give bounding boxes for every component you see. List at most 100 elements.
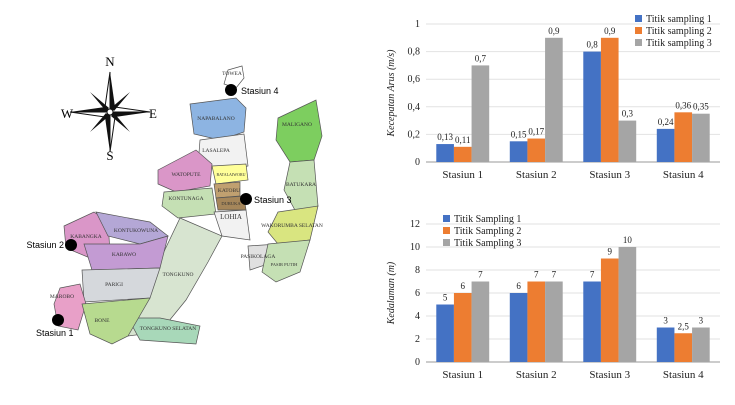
bar xyxy=(509,293,528,362)
label-wakorumba-selatan: WAKORUMBA SELATAN xyxy=(261,223,323,229)
y-tick-label: 10 xyxy=(410,242,420,253)
legend-label: Titik Sampling 2 xyxy=(454,226,521,237)
bar xyxy=(527,138,546,162)
y-tick-label: 2 xyxy=(415,334,420,345)
chart-current-speed: 0 0,2 0,4 0,6 0,8 1 Kecepatan Arus (m/s) 0,13 0,… xyxy=(380,0,735,200)
x-tick-label: Stasiun 1 xyxy=(442,369,483,381)
label-pasir-putih: PASIR PUTIH xyxy=(271,262,298,267)
bar xyxy=(471,65,490,162)
compass-north-label: N xyxy=(105,54,115,69)
y-tick-label: 0,8 xyxy=(408,47,421,58)
region-kabawo xyxy=(83,235,169,271)
data-label: 3 xyxy=(663,316,668,326)
data-label: 7 xyxy=(590,270,595,280)
legend-label: Titik Sampling 1 xyxy=(454,214,521,225)
y-tick-label: 1 xyxy=(415,19,420,30)
region-maligano xyxy=(275,99,323,163)
x-tick-label: Stasiun 4 xyxy=(663,369,704,381)
data-label: 7 xyxy=(552,270,557,280)
data-label: 0,24 xyxy=(658,117,674,127)
region-lohia xyxy=(213,209,251,241)
buton-island xyxy=(247,99,323,283)
y-axis-label: Kedalaman (m) xyxy=(386,261,397,325)
y-tick-label: 0 xyxy=(415,157,420,168)
bar xyxy=(618,247,637,362)
bar xyxy=(656,128,675,162)
label-lohia: LOHIA xyxy=(220,213,242,221)
y-tick-label: 6 xyxy=(415,288,420,299)
data-label: 7 xyxy=(478,270,483,280)
data-label: 3 xyxy=(699,316,704,326)
map-panel: N E S W TOWEA NAPABALANO LASALEPA WATOPU… xyxy=(26,54,323,345)
region-labels: TOWEA NAPABALANO LASALEPA WATOPUTE BATAL… xyxy=(50,71,323,332)
legend-label: Titik sampling 2 xyxy=(646,26,712,37)
label-pasikolaga: PASIKOLAGA xyxy=(241,254,276,260)
chart-depth: 0 2 4 6 8 10 12 Kedalaman (m) 5 6 7 Stasiun 1 6 7 7 Sta… xyxy=(380,200,735,400)
data-label: 0,17 xyxy=(528,127,544,137)
bar xyxy=(527,281,546,362)
region-watopute xyxy=(157,149,213,193)
x-tick-label: Stasiun 2 xyxy=(516,369,557,381)
x-tick-label: Stasiun 4 xyxy=(663,169,704,181)
bar xyxy=(436,144,454,162)
region-pasir-putih xyxy=(261,239,311,283)
x-tick-label: Stasiun 3 xyxy=(589,169,630,181)
label-bone: BONE xyxy=(95,318,111,324)
data-label: 5 xyxy=(443,293,448,303)
bar xyxy=(453,293,472,362)
y-tick-label: 0,4 xyxy=(408,102,421,113)
legend-swatch xyxy=(443,239,450,246)
data-label: 9 xyxy=(608,247,613,257)
label-parigi: PARIGI xyxy=(105,282,123,288)
label-kabangka: KABANGKA xyxy=(70,234,102,240)
x-tick-label: Stasiun 3 xyxy=(589,369,630,381)
bar xyxy=(618,120,637,162)
bar xyxy=(583,281,601,362)
label-tongkuno-selatan: TONGKUNO SELATAN xyxy=(140,326,196,332)
x-tick-label: Stasiun 2 xyxy=(516,169,557,181)
region-batalaiworu xyxy=(211,163,249,185)
y-tick-label: 8 xyxy=(415,265,420,276)
y-tick-label: 0 xyxy=(415,357,420,368)
legend-swatch xyxy=(635,39,642,46)
bar xyxy=(509,141,528,162)
chart-depth-svg: 0 2 4 6 8 10 12 Kedalaman (m) 5 6 7 Stasiun 1 6 7 7 Sta… xyxy=(386,214,720,381)
label-marobo: MAROBO xyxy=(50,294,74,300)
y-tick-label: 4 xyxy=(415,311,420,322)
legend-swatch xyxy=(635,15,642,22)
station-2-marker xyxy=(65,239,77,251)
legend-label: Titik sampling 1 xyxy=(646,14,712,25)
bar xyxy=(545,37,563,162)
y-tick-label: 0,2 xyxy=(408,129,421,140)
label-kontunaga: KONTUNAGA xyxy=(168,196,203,202)
label-duruka: DURUKA xyxy=(221,201,241,206)
station-1-label: Stasiun 1 xyxy=(36,328,74,338)
bar xyxy=(674,112,693,162)
data-label: 0,3 xyxy=(622,109,634,119)
compass-west-label: W xyxy=(61,106,74,121)
region-tongkuno-selatan xyxy=(127,317,201,345)
compass-rose-icon xyxy=(69,71,151,153)
data-label: 6 xyxy=(516,281,521,291)
data-label: 0,13 xyxy=(437,132,453,142)
legend-swatch xyxy=(635,27,642,34)
data-label: 0,35 xyxy=(693,102,709,112)
station-3-label: Stasiun 3 xyxy=(254,195,292,205)
muna-map: N E S W TOWEA NAPABALANO LASALEPA WATOPU… xyxy=(26,54,323,345)
label-kontukowuna: KONTUKOWUNA xyxy=(114,228,158,234)
label-towea: TOWEA xyxy=(222,71,242,77)
station-2-label: Stasiun 2 xyxy=(26,240,64,250)
label-watopute: WATOPUTE xyxy=(172,172,202,178)
data-label: 0,9 xyxy=(604,26,616,36)
bar xyxy=(600,258,619,362)
data-label: 0,9 xyxy=(548,26,560,36)
data-label: 0,8 xyxy=(586,40,598,50)
label-lasalepa: LASALEPA xyxy=(202,148,230,154)
bar xyxy=(692,327,710,362)
data-label: 0,15 xyxy=(511,129,527,139)
x-tick-label: Stasiun 1 xyxy=(442,169,483,181)
legend-label: Titik Sampling 3 xyxy=(454,238,521,249)
bar xyxy=(674,333,693,362)
bar xyxy=(545,281,563,362)
